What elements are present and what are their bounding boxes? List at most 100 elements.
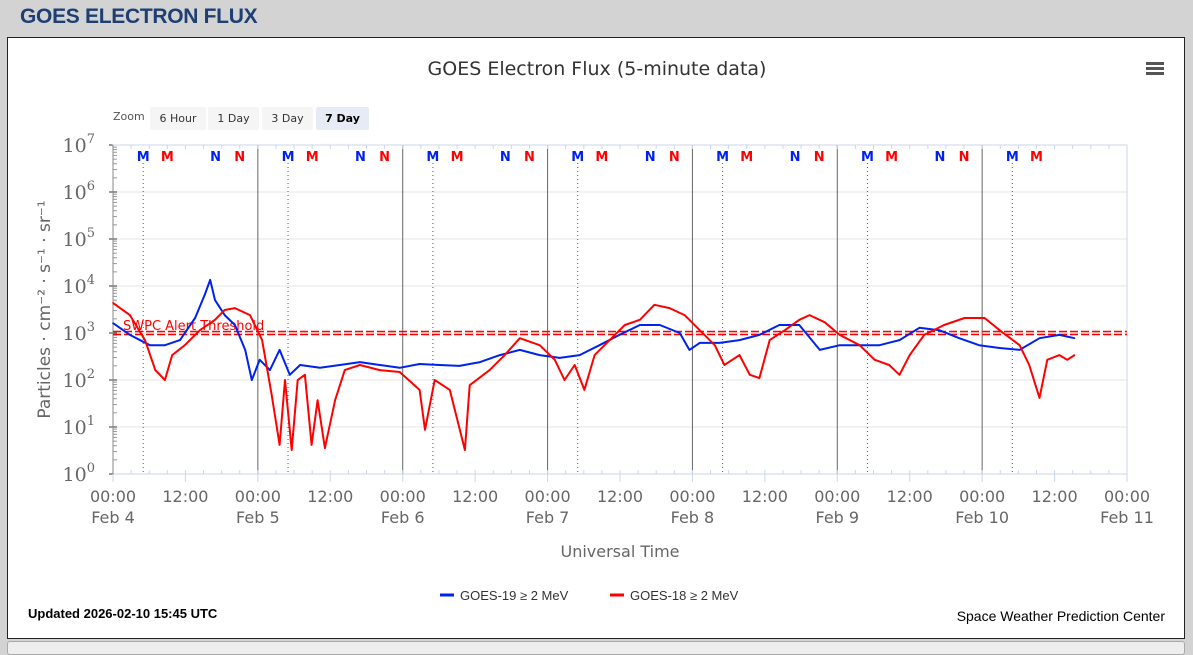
data-point — [668, 307, 671, 309]
data-point — [144, 339, 146, 341]
noon-marker: N — [934, 150, 945, 165]
data-point — [908, 354, 911, 356]
x-tick-date: Feb 8 — [671, 508, 715, 527]
data-point — [223, 314, 226, 316]
data-point — [823, 321, 826, 323]
series-line-goes-19 — [112, 278, 1075, 381]
credit-text: Space Weather Prediction Center — [957, 608, 1166, 624]
data-point — [558, 357, 561, 359]
midnight-marker: M — [1006, 150, 1019, 165]
x-tick-time: 12:00 — [597, 487, 643, 506]
updated-timestamp: Updated 2026-02-10 15:45 UTC — [28, 606, 218, 621]
data-point — [1058, 354, 1061, 356]
legend-item[interactable]: GOES-19 ≥ 2 MeV — [460, 588, 569, 603]
y-tick-label: 106 — [63, 179, 95, 204]
data-point — [998, 329, 1001, 331]
data-point — [129, 334, 131, 336]
data-point — [269, 369, 271, 371]
x-tick-date: Feb 6 — [381, 508, 425, 527]
plot-border — [112, 144, 1128, 475]
data-point — [783, 329, 786, 331]
data-point — [818, 349, 821, 351]
x-tick-time: 00:00 — [669, 487, 715, 506]
data-point — [1018, 344, 1021, 347]
zoom-6-hour-button[interactable]: 6 Hour — [150, 107, 206, 130]
chart-card — [7, 37, 1185, 639]
data-point — [778, 324, 781, 326]
data-point — [519, 349, 521, 351]
zoom-label: Zoom — [113, 110, 145, 123]
noon-marker: N — [669, 150, 680, 165]
data-point — [923, 334, 925, 336]
data-point — [290, 449, 293, 451]
data-point — [112, 322, 114, 324]
data-point — [598, 344, 601, 347]
data-point — [149, 344, 151, 347]
data-point — [978, 344, 980, 347]
data-point — [378, 369, 381, 371]
data-point — [203, 294, 206, 296]
data-point — [738, 354, 741, 356]
data-point — [184, 344, 186, 347]
data-point — [234, 307, 236, 309]
data-point — [310, 444, 313, 446]
x-tick-date: Feb 4 — [91, 508, 135, 527]
zoom-3-day-button[interactable]: 3 Day — [262, 107, 313, 130]
data-point — [214, 299, 216, 301]
data-point — [878, 344, 881, 347]
legend-item[interactable]: GOES-18 ≥ 2 MeV — [630, 588, 739, 603]
x-tick-time: 00:00 — [959, 487, 1005, 506]
data-point — [378, 364, 381, 366]
chart-title: GOES Electron Flux (5-minute data) — [428, 58, 767, 80]
data-point — [938, 329, 941, 331]
noon-marker: N — [355, 150, 366, 165]
data-point — [418, 363, 421, 365]
x-tick-time: 12:00 — [742, 487, 788, 506]
data-point — [1073, 354, 1076, 356]
data-point — [1058, 334, 1061, 336]
data-point — [683, 314, 686, 316]
data-point — [418, 389, 421, 391]
data-point — [343, 369, 346, 371]
data-point — [798, 324, 801, 326]
noon-marker: N — [814, 150, 825, 165]
data-point — [304, 374, 306, 376]
data-point — [359, 364, 361, 366]
noon-marker: N — [379, 150, 390, 165]
data-point — [873, 358, 876, 361]
data-point — [698, 329, 701, 331]
data-point — [398, 371, 401, 373]
data-point — [998, 347, 1001, 349]
data-point — [758, 334, 761, 336]
data-point — [963, 317, 966, 319]
data-point — [838, 334, 841, 336]
data-point — [1073, 337, 1076, 339]
hamburger-menu-icon[interactable] — [1146, 62, 1164, 76]
data-point — [573, 364, 576, 366]
y-tick-label: 104 — [63, 273, 95, 298]
data-point — [538, 354, 541, 356]
x-tick-time: 12:00 — [162, 487, 208, 506]
midnight-marker: M — [451, 150, 464, 165]
midnight-marker: M — [885, 150, 898, 165]
x-tick-time: 00:00 — [525, 487, 571, 506]
data-point — [554, 358, 556, 361]
zoom-1-day-button[interactable]: 1 Day — [208, 107, 259, 130]
y-tick-label: 105 — [63, 226, 95, 251]
zoom-7-day-button[interactable]: 7 Day — [316, 107, 369, 130]
data-point — [808, 314, 811, 316]
data-point — [199, 329, 201, 331]
alert-threshold-label: SWPC Alert Threshold — [123, 319, 264, 334]
data-point — [296, 379, 299, 381]
data-point — [698, 342, 701, 344]
noon-marker: N — [790, 150, 801, 165]
data-point — [1066, 358, 1069, 361]
y-tick-label: 103 — [63, 320, 95, 345]
data-point — [748, 374, 751, 376]
midnight-marker: M — [740, 150, 753, 165]
data-point — [164, 344, 166, 347]
data-point — [713, 344, 716, 347]
data-point — [468, 384, 471, 386]
page-title: GOES ELECTRON FLUX — [20, 5, 258, 28]
data-point — [214, 319, 216, 321]
